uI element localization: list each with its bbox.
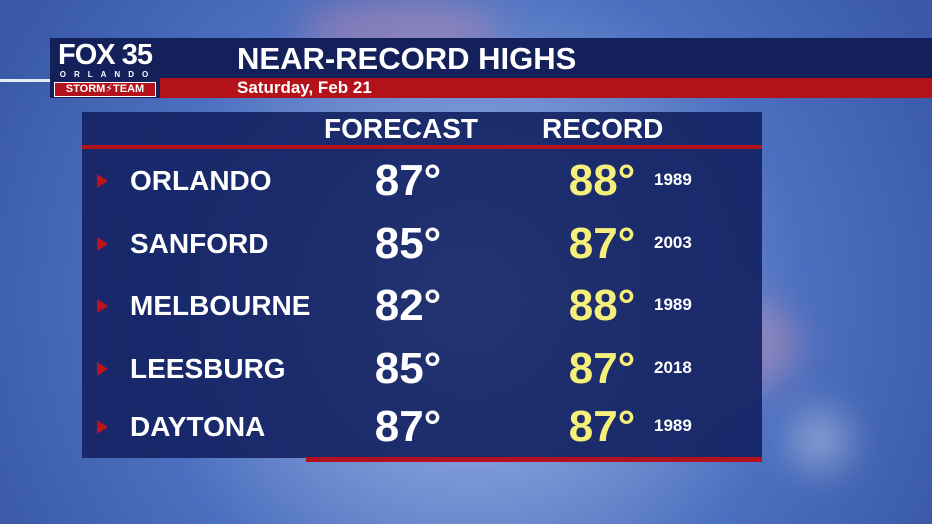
decorative-line bbox=[0, 79, 50, 82]
forecast-temp: 87° bbox=[374, 156, 442, 205]
city-name: DAYTONA bbox=[130, 411, 266, 442]
city-name: MELBOURNE bbox=[130, 290, 311, 321]
title-banner bbox=[50, 38, 932, 98]
record-temp: 88° bbox=[568, 281, 636, 330]
city-name: LEESBURG bbox=[130, 353, 286, 384]
record-year: 2003 bbox=[654, 233, 692, 252]
date-subtitle: Saturday, Feb 21 bbox=[237, 78, 372, 97]
city-name: SANFORD bbox=[130, 228, 269, 259]
forecast-temp: 82° bbox=[374, 281, 442, 330]
city-name: ORLANDO bbox=[130, 165, 272, 196]
fox35-logo: FOX 35 ORLANDO STORM⚡TEAM bbox=[50, 38, 160, 98]
arrow-icon bbox=[97, 299, 108, 313]
record-year: 1989 bbox=[654, 170, 692, 189]
record-year: 1989 bbox=[654, 416, 692, 435]
record-temp: 87° bbox=[568, 219, 636, 268]
logo-city: ORLANDO bbox=[59, 70, 157, 79]
footer-divider bbox=[306, 457, 762, 462]
records-table bbox=[82, 112, 762, 458]
arrow-icon bbox=[97, 420, 108, 434]
column-header-forecast: FORECAST bbox=[324, 113, 478, 144]
lens-flare bbox=[790, 410, 850, 470]
page-title: NEAR-RECORD HIGHS bbox=[237, 41, 577, 76]
arrow-icon bbox=[97, 174, 108, 188]
arrow-icon bbox=[97, 362, 108, 376]
column-header-record: RECORD bbox=[542, 113, 664, 144]
forecast-temp: 87° bbox=[374, 402, 442, 451]
record-temp: 88° bbox=[568, 156, 636, 205]
record-year: 2018 bbox=[654, 358, 692, 377]
table-row: DAYTONA 87° 87° 1989 bbox=[82, 402, 762, 452]
logo-team: STORM⚡TEAM bbox=[54, 82, 156, 97]
record-temp: 87° bbox=[568, 402, 636, 451]
table-row: LEESBURG 85° 87° 2018 bbox=[82, 344, 762, 394]
forecast-temp: 85° bbox=[374, 219, 442, 268]
record-temp: 87° bbox=[568, 344, 636, 393]
record-year: 1989 bbox=[654, 295, 692, 314]
forecast-temp: 85° bbox=[374, 344, 442, 393]
logo-brand: FOX 35 bbox=[58, 39, 153, 71]
table-row: ORLANDO 87° 88° 1989 bbox=[82, 156, 762, 206]
table-row: SANFORD 85° 87° 2003 bbox=[82, 219, 762, 269]
header-divider bbox=[82, 145, 762, 149]
table-row: MELBOURNE 82° 88° 1989 bbox=[82, 281, 762, 331]
arrow-icon bbox=[97, 237, 108, 251]
